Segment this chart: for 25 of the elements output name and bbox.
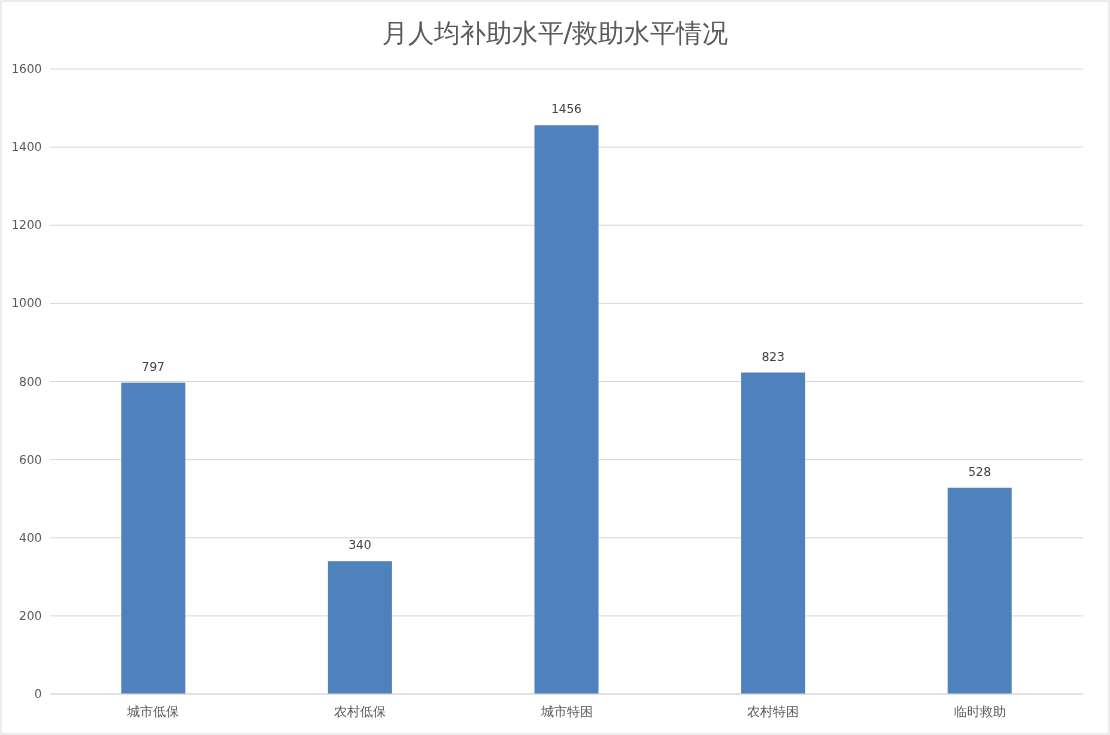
y-tick-label: 400 bbox=[19, 530, 42, 545]
data-label: 823 bbox=[761, 349, 785, 364]
y-tick-label: 200 bbox=[19, 608, 42, 623]
y-tick-label: 800 bbox=[19, 374, 42, 389]
x-tick-label: 农村低保 bbox=[333, 704, 386, 719]
data-label: 797 bbox=[141, 359, 165, 374]
x-tick-label: 临时救助 bbox=[953, 704, 1006, 719]
y-tick-label: 0 bbox=[34, 687, 42, 701]
y-tick-label: 1400 bbox=[11, 140, 42, 155]
data-label: 1456 bbox=[551, 102, 582, 117]
data-label: 528 bbox=[968, 464, 992, 479]
data-label: 340 bbox=[348, 538, 372, 553]
bar bbox=[327, 561, 392, 694]
y-tick-label: 1600 bbox=[11, 62, 42, 76]
bar bbox=[741, 372, 806, 694]
y-tick-label: 1200 bbox=[11, 218, 42, 233]
bar bbox=[121, 382, 186, 694]
x-tick-label: 农村特困 bbox=[747, 704, 800, 719]
chart-title: 月人均补助水平/救助水平情况 bbox=[381, 18, 729, 48]
y-tick-label: 600 bbox=[19, 452, 42, 467]
bar bbox=[947, 487, 1012, 694]
y-tick-label: 1000 bbox=[11, 296, 42, 311]
bar bbox=[534, 125, 599, 694]
x-tick-label: 城市低保 bbox=[126, 704, 180, 719]
x-tick-label: 城市特困 bbox=[539, 704, 593, 719]
